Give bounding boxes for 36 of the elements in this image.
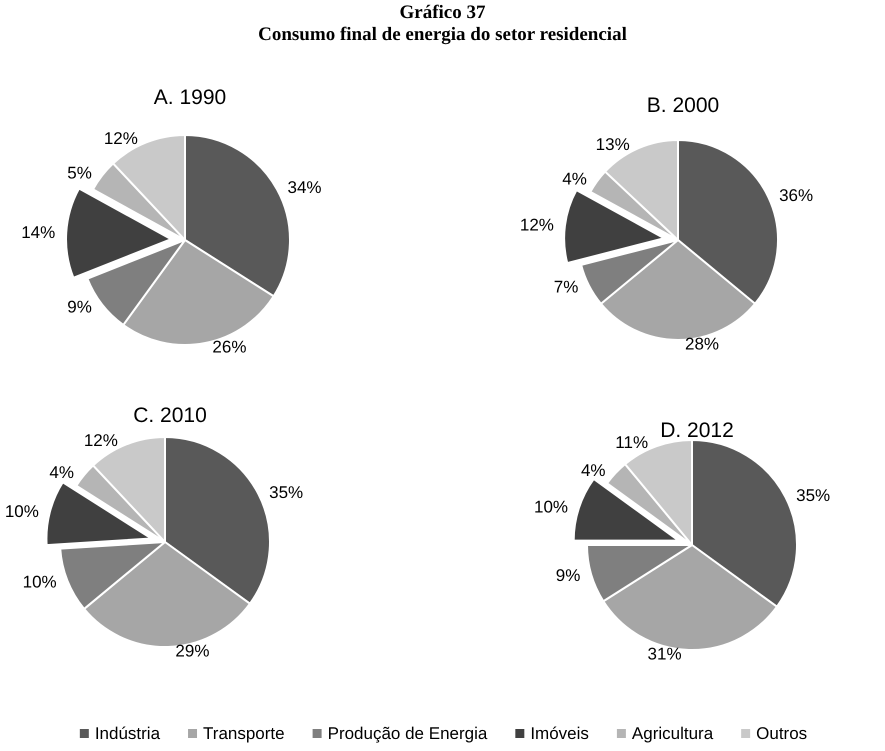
data-label: 10%	[22, 572, 57, 592]
data-label: 9%	[67, 297, 92, 316]
data-label: 35%	[269, 483, 304, 502]
legend-label: Transporte	[203, 724, 285, 743]
chart-title: A. 1990	[154, 86, 226, 109]
chart-title: D. 2012	[660, 419, 734, 442]
legend-label: Outros	[756, 724, 808, 743]
data-label: 13%	[596, 135, 630, 154]
data-label: 29%	[175, 641, 210, 660]
data-label: 31%	[648, 644, 682, 664]
data-label: 10%	[534, 497, 568, 516]
text: Gráfico 37	[398, 2, 486, 24]
data-label: 4%	[49, 463, 74, 482]
data-label: 36%	[779, 186, 814, 206]
data-label: 9%	[556, 566, 580, 585]
chart-title: C. 2010	[133, 404, 207, 427]
legend-label: Indústria	[94, 724, 161, 743]
data-label: 12%	[84, 431, 118, 450]
data-label: 35%	[796, 486, 830, 506]
data-label: 11%	[615, 432, 648, 452]
data-label: 28%	[685, 334, 720, 354]
chart-title: B. 2000	[646, 94, 720, 117]
legend-label: Produção de Energia	[328, 724, 488, 743]
legend-label: Imóveis	[530, 724, 589, 743]
data-label: 34%	[288, 178, 322, 197]
legend-label: Agricultura	[632, 724, 714, 743]
data-label: 4%	[580, 460, 606, 480]
data-label: 10%	[4, 502, 39, 521]
data-label: 4%	[562, 169, 587, 188]
data-label: 5%	[67, 164, 92, 183]
data-label: 26%	[212, 338, 246, 357]
data-label: 7%	[554, 278, 578, 297]
data-label: 14%	[21, 222, 56, 242]
data-label: 12%	[520, 216, 554, 235]
text: Consumo final de energia do setor residencial	[257, 24, 628, 46]
data-label: 12%	[104, 129, 138, 148]
